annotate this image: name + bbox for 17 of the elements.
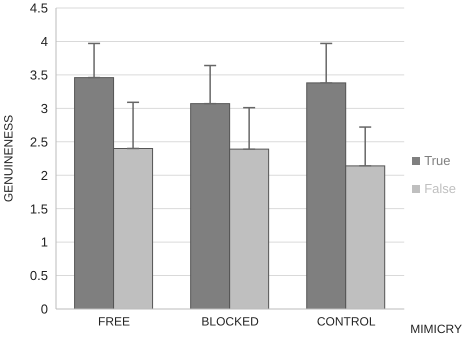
y-tick-label: 1.5 — [30, 201, 48, 216]
y-axis-title: GENUINENESS — [1, 114, 16, 202]
x-tick-label: FREE — [98, 314, 130, 329]
y-tick-label: 3 — [40, 100, 48, 116]
y-tick-label: 1 — [40, 234, 48, 250]
x-tick-label: BLOCKED — [201, 314, 260, 329]
y-tick-label: 2.5 — [30, 134, 48, 150]
legend-label: False — [424, 180, 456, 196]
y-tick-label: 2 — [40, 168, 48, 183]
y-tick-label: 3.5 — [30, 68, 48, 83]
y-tick-label: 4 — [40, 34, 48, 50]
y-tick-label: 4.5 — [30, 0, 48, 16]
y-tick-label: 0 — [40, 302, 48, 317]
y-tick-label: 0.5 — [30, 268, 48, 284]
x-tick-label: CONTROL — [316, 314, 376, 329]
legend-label: True — [424, 152, 450, 168]
x-axis-title: MIMICRY — [410, 322, 462, 336]
